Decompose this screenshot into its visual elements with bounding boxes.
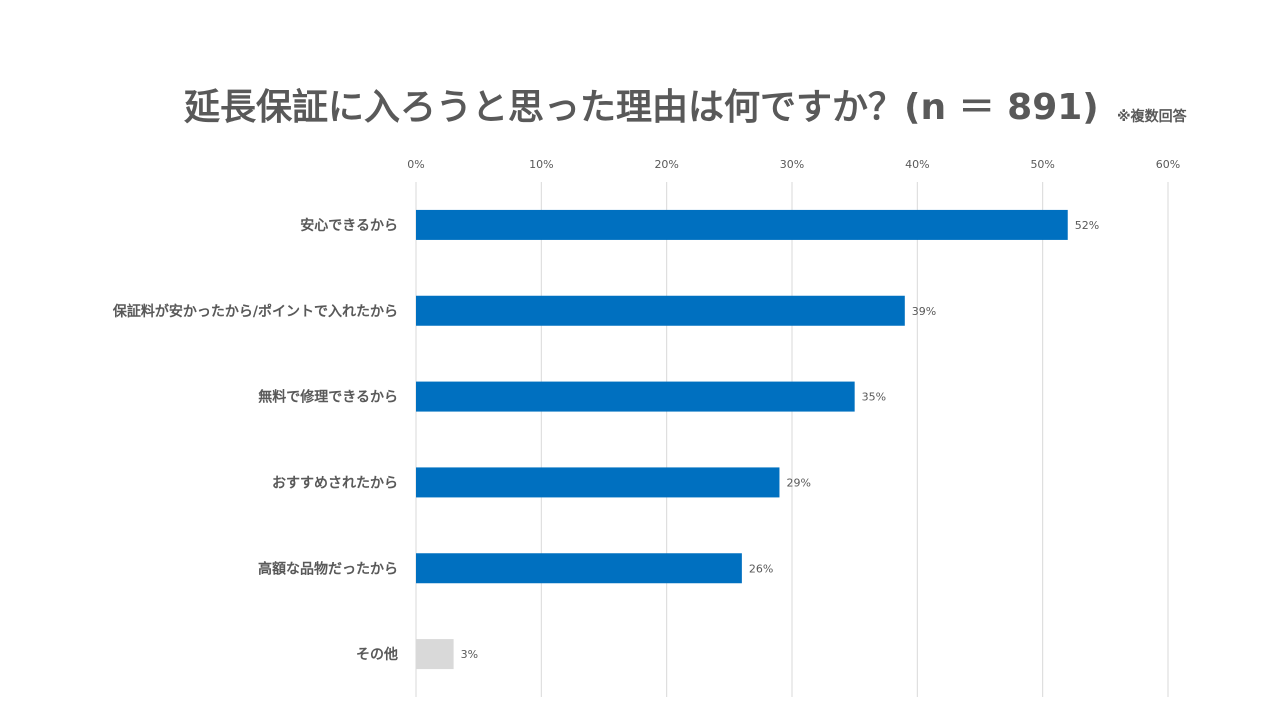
data-label: 26%	[749, 562, 773, 575]
x-tick-label: 10%	[529, 158, 553, 171]
data-label: 35%	[862, 391, 886, 404]
data-label: 29%	[786, 476, 810, 489]
data-label: 39%	[912, 305, 936, 318]
category-label: おすすめされたから	[272, 475, 398, 491]
x-tick-label: 30%	[780, 158, 804, 171]
category-labels: 安心できるから保証料が安かったから/ポイントで入れたから無料で修理できるからおす…	[112, 217, 398, 663]
chart-title: 延長保証に入ろうと思った理由は何ですか？(n ＝ 891)	[184, 87, 1099, 128]
bar	[416, 639, 454, 670]
data-label: 3%	[461, 648, 478, 661]
bars	[416, 209, 1068, 670]
x-tick-label: 20%	[654, 158, 678, 171]
bar	[416, 553, 742, 584]
category-label: 安心できるから	[300, 217, 398, 234]
data-label: 52%	[1075, 219, 1099, 232]
x-tick-label: 60%	[1156, 158, 1180, 171]
x-tick-label: 50%	[1030, 158, 1054, 171]
category-label: 保証料が安かったから/ポイントで入れたから	[112, 303, 398, 320]
bar	[416, 381, 855, 412]
multiple-answers-note: ※複数回答	[1117, 109, 1187, 125]
x-tick-label: 40%	[905, 158, 929, 171]
bar	[416, 209, 1068, 240]
bar	[416, 467, 780, 498]
category-label: 高額な品物だったから	[258, 560, 398, 577]
bar	[416, 295, 905, 326]
category-label: その他	[356, 646, 398, 663]
x-tick-label: 0%	[407, 158, 424, 171]
category-label: 無料で修理できるから	[258, 389, 398, 406]
gridlines	[415, 182, 1169, 697]
data-labels: 52% 39% 35% 29% 26% 3%	[461, 219, 1100, 661]
x-axis-ticks: 0% 10% 20% 30% 40% 50% 60%	[407, 158, 1180, 171]
